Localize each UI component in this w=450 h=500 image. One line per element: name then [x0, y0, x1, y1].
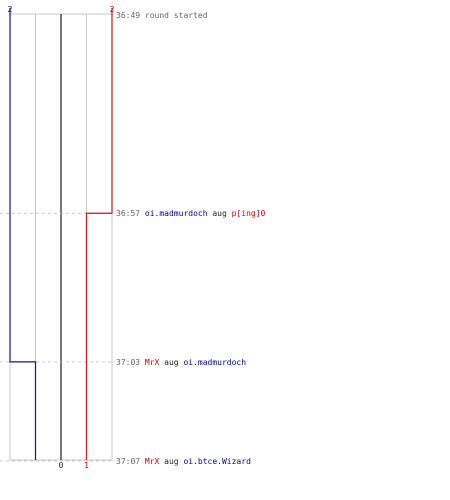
event-text: MrX — [145, 457, 160, 466]
event-time: 37:03 — [116, 358, 145, 367]
x-tick-label: 2 — [110, 5, 115, 14]
event-text: oi.btce.Wizard — [183, 457, 251, 466]
x-tick-labels: 20 12 — [8, 5, 115, 470]
event-text: oi.madmurdoch — [183, 358, 246, 367]
x-tick-label: 1 — [84, 461, 89, 470]
event-log: 36:49 round started 36:57 oi.madmurdoch a… — [116, 11, 266, 466]
x-tick-label: 2 — [8, 5, 13, 14]
event-entry: 36:57 oi.madmurdoch aug p[ing]0 — [116, 209, 266, 218]
x-tick-label: 0 — [59, 461, 64, 470]
event-text: aug — [159, 358, 183, 367]
event-entry: 37:07 MrX aug oi.btce.Wizard — [116, 457, 251, 466]
event-text: aug — [208, 209, 232, 218]
event-entry: 36:49 round started — [116, 11, 208, 20]
event-guide-lines — [0, 212, 115, 462]
blue-team-line — [9, 8, 37, 460]
chart-grid — [9, 13, 113, 461]
red-team-line — [85, 8, 113, 460]
event-text: MrX — [145, 358, 160, 367]
event-text: p[ing]0 — [232, 209, 266, 218]
event-text: oi.madmurdoch — [145, 209, 208, 218]
event-entry: 37:03 MrX aug oi.madmurdoch — [116, 358, 246, 367]
event-text: aug — [159, 457, 183, 466]
event-text: round started — [145, 11, 208, 20]
event-time: 36:57 — [116, 209, 145, 218]
event-time: 37:07 — [116, 457, 145, 466]
event-time: 36:49 — [116, 11, 145, 20]
chart-series-lines — [9, 8, 113, 460]
